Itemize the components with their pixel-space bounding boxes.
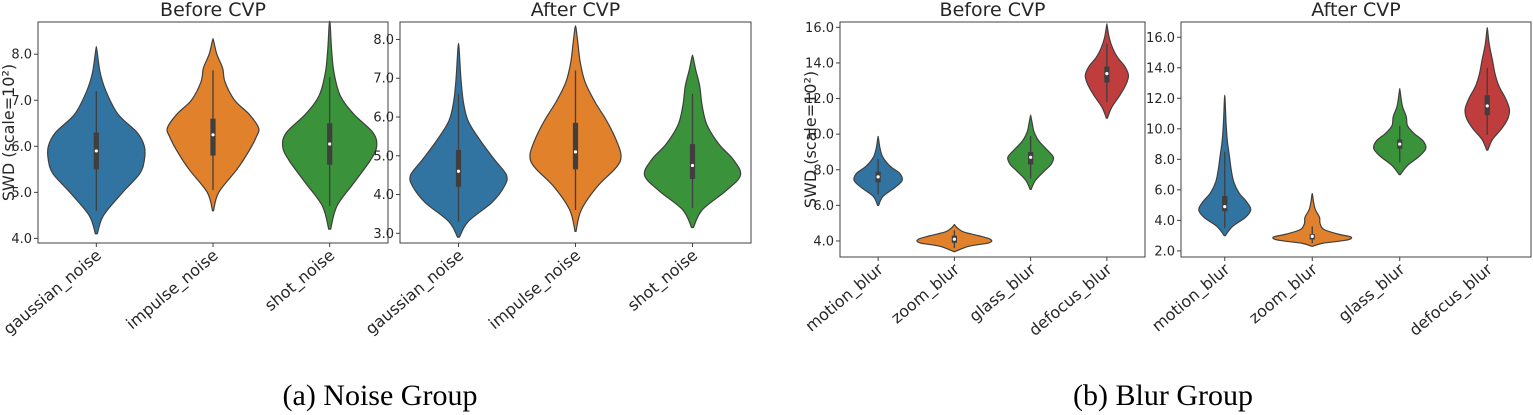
- y-tick-label: 7.0: [373, 72, 394, 87]
- median-dot-motion_blur: [876, 175, 880, 179]
- median-dot-defocus_blur: [1105, 72, 1109, 76]
- plot-frame: [839, 21, 1146, 258]
- y-tick-label: 14.0: [805, 56, 834, 71]
- plot-title: After CVP: [531, 0, 620, 21]
- median-dot-impulse_noise: [211, 133, 215, 137]
- y-tick-label: 12.0: [805, 92, 834, 107]
- y-axis-label: SWD (scale=10²): [0, 64, 18, 201]
- iqr-box-motion_blur: [1222, 195, 1228, 212]
- y-tick-label: 4.0: [11, 232, 32, 247]
- y-tick-label: 6.0: [11, 140, 32, 155]
- x-tick-label: zoom_blur: [887, 259, 964, 328]
- y-tick-label: 8.0: [813, 163, 834, 178]
- x-tick-label: gaussian_noise: [362, 246, 468, 340]
- median-dot-defocus_blur: [1485, 104, 1489, 108]
- x-tick-label: impulse_noise: [122, 246, 222, 334]
- caption-noise-group: (a) Noise Group: [283, 379, 478, 412]
- plot-frame: [1180, 21, 1532, 258]
- median-dot-motion_blur: [1223, 205, 1227, 209]
- x-tick-label: gaussian_noise: [0, 246, 106, 340]
- y-tick-label: 8.0: [1154, 153, 1175, 168]
- y-tick-label: 4.0: [1154, 214, 1175, 229]
- iqr-box-shot_noise: [689, 144, 696, 180]
- y-tick-label: 16.0: [805, 21, 834, 36]
- median-dot-glass_blur: [1398, 142, 1402, 146]
- y-axis-label: SWD (scale=10²): [801, 71, 820, 208]
- y-tick-label: 6.0: [813, 199, 834, 214]
- plot-title: Before CVP: [940, 0, 1046, 21]
- x-tick-label: glass_blur: [1335, 259, 1410, 326]
- plot-frame: [399, 21, 752, 244]
- y-tick-label: 4.0: [373, 188, 394, 203]
- x-tick-label: shot_noise: [261, 246, 339, 316]
- iqr-box-impulse_noise: [210, 118, 216, 156]
- y-tick-label: 2.0: [1154, 244, 1175, 259]
- median-dot-shot_noise: [690, 163, 695, 168]
- y-tick-label: 12.0: [1146, 92, 1175, 107]
- x-tick-label: glass_blur: [965, 259, 1040, 326]
- y-tick-label: 6.0: [373, 110, 394, 125]
- x-tick-label: motion_blur: [1148, 259, 1234, 336]
- median-dot-glass_blur: [1029, 155, 1033, 159]
- x-tick-label: impulse_noise: [485, 246, 585, 334]
- plot-title: Before CVP: [160, 0, 266, 21]
- median-dot-gaussian_noise: [94, 149, 98, 153]
- violin-plot-noise-after: After CVP 3.0 4.0 5.0 6.0 7.0 8.0 gaussian_nois…: [362, 0, 752, 340]
- median-dot-impulse_noise: [573, 150, 578, 154]
- y-tick-label: 5.0: [373, 149, 394, 164]
- x-tick-label: zoom_blur: [1245, 259, 1322, 328]
- plot-frame: [37, 21, 389, 244]
- violin-plot-blur-after: After CVP 2.0 4.0 6.0 8.0 10.0 12.0 14.0 16.0 mot…: [1146, 0, 1532, 340]
- y-tick-label: 10.0: [805, 128, 834, 143]
- iqr-box-gaussian_noise: [455, 149, 462, 187]
- x-tick-label: defocus_blur: [1025, 259, 1116, 340]
- y-tick-label: 7.0: [11, 94, 32, 109]
- y-tick-label: 4.0: [813, 234, 834, 249]
- median-dot-zoom_blur: [952, 237, 956, 241]
- y-tick-label: 5.0: [11, 186, 32, 201]
- x-tick-label: defocus_blur: [1405, 259, 1496, 340]
- violin-plot-noise-before: Before CVP SWD (scale=10²) 4.0 5.0 6.0 7.0 8.0…: [0, 0, 389, 340]
- y-tick-label: 3.0: [373, 227, 394, 242]
- y-tick-label: 8.0: [373, 33, 394, 48]
- median-dot-zoom_blur: [1310, 234, 1314, 238]
- y-tick-label: 10.0: [1146, 122, 1175, 137]
- iqr-box-impulse_noise: [572, 122, 579, 170]
- violin-plot-blur-before: Before CVP SWD (scale=10²) 4.0 6.0 8.0 10.0 12…: [801, 0, 1146, 340]
- violin-zoom_blur: [1272, 192, 1353, 247]
- y-tick-label: 16.0: [1146, 31, 1175, 46]
- x-tick-label: motion_blur: [801, 259, 887, 336]
- y-tick-label: 6.0: [1154, 183, 1175, 198]
- y-tick-label: 14.0: [1146, 61, 1175, 76]
- y-tick-label: 8.0: [11, 48, 32, 63]
- caption-blur-group: (b) Blur Group: [1073, 379, 1253, 412]
- x-tick-label: shot_noise: [624, 246, 702, 316]
- median-dot-gaussian_noise: [456, 169, 461, 173]
- plot-title: After CVP: [1311, 0, 1400, 21]
- median-dot-shot_noise: [328, 142, 332, 146]
